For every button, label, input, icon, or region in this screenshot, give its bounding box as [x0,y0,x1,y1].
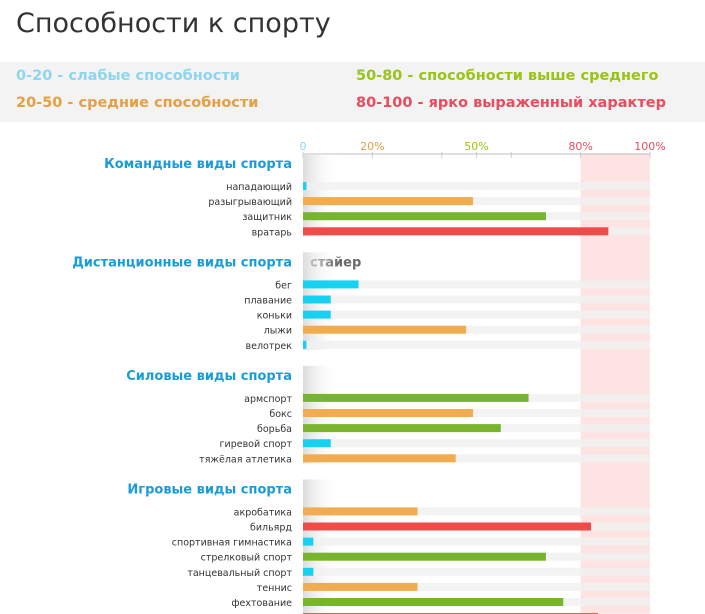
bar-track [303,340,650,349]
bar [303,537,314,546]
bar-track [303,295,650,304]
bar [303,295,331,304]
axis-shade [303,154,338,237]
bar-track [303,182,650,190]
bar [303,409,474,417]
bar-track [303,567,650,576]
bar-track [303,409,650,417]
abilities-chart: 0 20% 50% 80% 100% Командные виды спорта напад… [72,140,666,614]
bar-track [303,582,650,591]
bar [303,439,331,448]
bar-label: бег [275,280,292,291]
tick-label: 0 [300,140,307,153]
bar [303,598,564,606]
page-title: Способности к спорту [16,8,331,39]
bar [303,197,474,206]
bar-label: нападающий [226,182,292,193]
tick-label: 100% [634,140,665,153]
bar-track [303,507,650,516]
bar [303,227,609,236]
bar [303,567,314,576]
bar-label: акробатика [234,507,292,518]
bar-label: коньки [257,311,292,322]
bar [303,454,456,463]
tick-label: 20% [360,140,384,153]
bar-track [303,439,650,448]
group-title: Командные виды спорта [104,157,292,172]
bar-label: плавание [244,296,292,307]
bar-track [303,310,650,319]
bar-label: велотрек [246,341,293,352]
bar-label: бокс [269,409,292,420]
bar [303,393,529,402]
tick-label: 80% [568,140,592,153]
tick-label: 50% [464,140,488,153]
bar-label: армспорт [244,394,292,405]
bar-track [303,197,650,206]
bar-label: теннис [257,583,292,594]
bar-track [303,454,650,463]
bar [303,310,331,319]
bar-label: стрелковый спорт [201,553,293,564]
group-title: Игровые виды спорта [127,482,292,497]
bar-track [303,280,650,289]
bar [303,507,418,516]
group-title: Дистанционные виды спорта [72,255,292,270]
bar [303,552,546,561]
bar [303,582,418,591]
bar-label: вратарь [252,227,293,238]
bar-label: фехтование [231,598,292,609]
bar [303,280,359,289]
bar-label: защитник [242,212,292,223]
bar [303,325,467,334]
axis-shade [303,479,338,614]
bar-label: бильярд [250,523,292,534]
bar-label: разыгрывающий [208,197,292,208]
group-title: Силовые виды спорта [126,369,292,384]
legend-weak: 0-20 - слабые способности [16,68,240,84]
bar [303,212,546,221]
bar-label: борьба [257,424,292,435]
legend-strong: 80-100 - ярко выраженный характер [356,95,666,111]
legend-average: 20-50 - средние способности [16,95,259,111]
bar-track [303,325,650,334]
bar [303,424,501,433]
bar [303,522,592,531]
bar-label: танцевальный спорт [187,568,292,579]
bar-label: лыжи [264,326,292,337]
bar-label: гиревой спорт [220,439,293,450]
legend-above-average: 50-80 - способности выше среднего [356,68,659,84]
legend: 0-20 - слабые способности 50-80 - способ… [0,62,705,122]
bar-label: спортивная гимнастика [172,538,292,549]
bar [303,182,307,190]
bar [303,340,307,349]
bar-track [303,537,650,546]
bar-label: тяжёлая атлетика [199,454,292,465]
